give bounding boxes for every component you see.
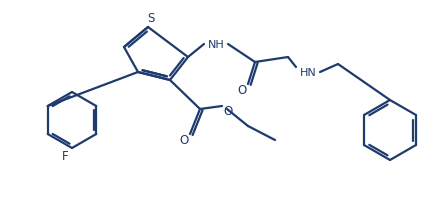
Text: NH: NH [207,40,224,50]
Text: O: O [237,84,247,97]
Text: O: O [179,134,189,147]
Text: O: O [224,105,233,118]
Text: F: F [62,150,68,163]
Text: HN: HN [299,68,316,78]
Text: S: S [147,13,155,25]
